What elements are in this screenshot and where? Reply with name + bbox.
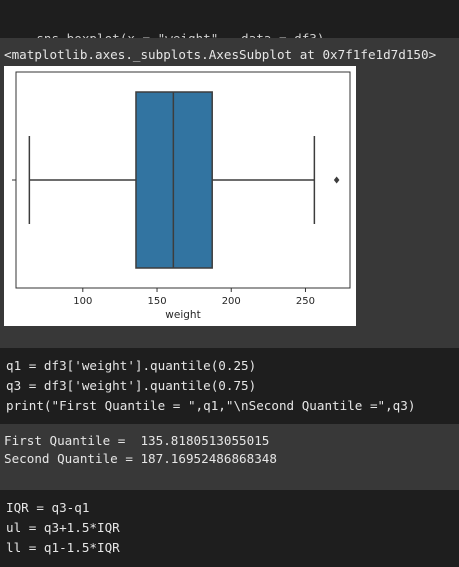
output-line: First Quantile = 135.8180513055015 — [4, 433, 270, 448]
x-tick-label: 200 — [222, 296, 241, 307]
output-repr: <matplotlib.axes._subplots.AxesSubplot a… — [4, 47, 437, 62]
output-line: Second Quantile = 187.16952486868348 — [4, 451, 277, 466]
code-text: print("First Quantile = ",q1,"\nSecond Q… — [6, 398, 416, 413]
outlier-point — [333, 176, 340, 184]
code-line: q3 = df3['weight'].quantile(0.75) — [6, 376, 459, 396]
x-tick-label: 150 — [147, 296, 166, 307]
code-line: q1 = df3['weight'].quantile(0.25) — [6, 356, 459, 376]
code-line: ll = q1-1.5*IQR — [6, 538, 459, 558]
code-line: ul = q3+1.5*IQR — [6, 518, 459, 538]
code-cell-2[interactable]: q1 = df3['weight'].quantile(0.25) q3 = d… — [0, 348, 459, 424]
x-tick-label: 100 — [73, 296, 92, 307]
code-line: sns.boxplot(x = "weight" , data = df3) — [6, 9, 459, 46]
code-text: q1 = df3['weight'].quantile(0.25) — [6, 358, 257, 373]
boxplot-svg: 100 150 200 250 weight — [12, 71, 351, 321]
code-cell-3[interactable]: IQR = q3-q1 ul = q3+1.5*IQR ll = q1-1.5*… — [0, 490, 459, 567]
boxplot-figure: 100 150 200 250 weight — [4, 66, 356, 326]
code-line: IQR = q3-q1 — [6, 498, 459, 518]
code-text: ul = q3+1.5*IQR — [6, 520, 120, 535]
output-cell-2: First Quantile = 135.8180513055015 Secon… — [0, 424, 459, 490]
code-text: IQR = q3-q1 — [6, 500, 90, 515]
code-cell-1[interactable]: sns.boxplot(x = "weight" , data = df3) — [0, 0, 459, 46]
x-tick-label: 250 — [296, 296, 315, 307]
code-line: print("First Quantile = ",q1,"\nSecond Q… — [6, 396, 459, 416]
x-axis-label: weight — [165, 309, 200, 321]
code-text: ll = q1-1.5*IQR — [6, 540, 120, 555]
code-text: q3 = df3['weight'].quantile(0.75) — [6, 378, 257, 393]
